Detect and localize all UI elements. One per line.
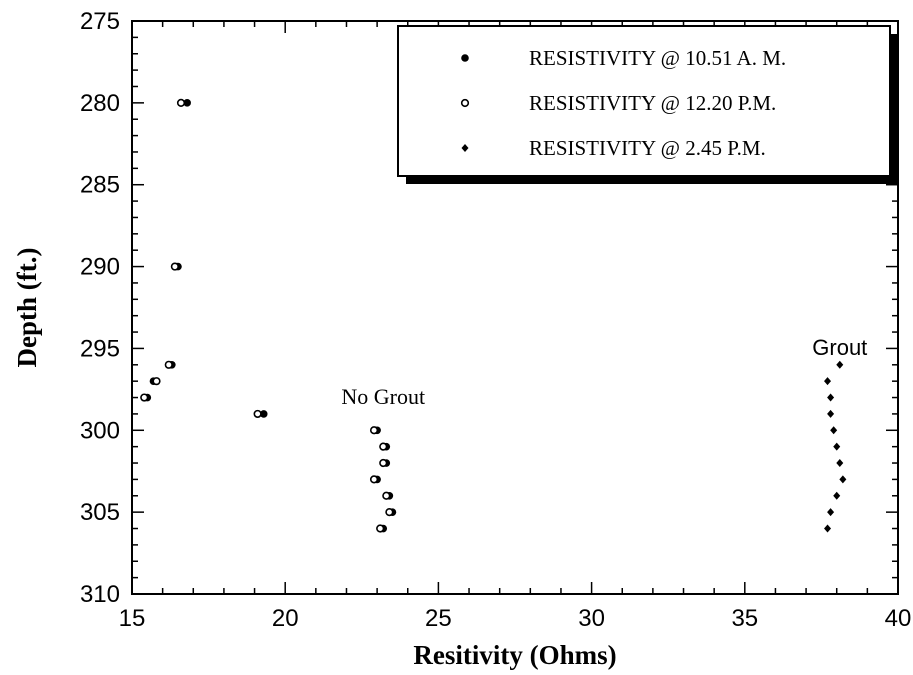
data-point-series-2 [152, 377, 161, 386]
data-point-series-2 [382, 491, 391, 500]
data-point-series-2 [369, 475, 379, 484]
annotation-label: Grout [812, 335, 867, 360]
data-point-series-3 [833, 491, 841, 500]
x-tick-labels: 15 20 25 30 35 40 [119, 605, 912, 632]
legend-items: RESISTIVITY @ 10.51 A. M. RESISTIVITY @ 1… [460, 46, 786, 160]
legend-marker [461, 144, 469, 152]
annotations: No Grout Grout [341, 335, 867, 409]
data-point-series-1 [183, 99, 191, 107]
legend-label: RESISTIVITY @ 2.45 P.M. [529, 136, 766, 160]
data-point-series-2 [379, 458, 388, 468]
data-point-series-2 [369, 426, 379, 435]
x-tick-label: 20 [272, 605, 299, 632]
y-tick-label: 310 [80, 581, 120, 608]
y-tick-label: 295 [80, 335, 120, 362]
data-point-series-3 [839, 475, 847, 484]
data-point-series-2 [140, 393, 149, 402]
data-point-series-3 [836, 459, 844, 468]
y-tick-label: 290 [80, 254, 120, 281]
annotation-label: No Grout [341, 384, 425, 409]
plot-frame [131, 20, 899, 595]
x-axis-label: Resitivity (Ohms) [413, 640, 616, 670]
legend: RESISTIVITY @ 10.51 A. M. RESISTIVITY @ 1… [397, 25, 898, 184]
data-point-series-3 [824, 377, 832, 386]
legend-label: RESISTIVITY @ 10.51 A. M. [529, 46, 786, 70]
x-tick-label: 15 [119, 605, 146, 632]
data-point-series-3 [830, 426, 838, 435]
x-tick-label: 35 [731, 605, 758, 632]
legend-label: RESISTIVITY @ 12.20 P.M. [529, 91, 776, 115]
data-point-series-3 [827, 393, 835, 402]
legend-marker [461, 54, 469, 62]
data-point-series-2 [170, 262, 179, 271]
data-point-series-2 [164, 360, 173, 369]
y-axis-label: Depth (ft.) [12, 248, 42, 368]
y-tick-label: 300 [80, 417, 120, 444]
data-point-series-1 [259, 410, 268, 418]
data-point-series-3 [827, 508, 835, 517]
legend-box [397, 25, 891, 177]
y-tick-label: 280 [80, 90, 120, 117]
y-tick-label: 305 [80, 499, 120, 526]
data-point-series-2 [253, 409, 262, 419]
y-tick-labels: 275 280 285 290 295 300 305 310 [80, 8, 120, 608]
y-tick-label: 285 [80, 172, 120, 199]
data-point-series-3 [836, 360, 844, 369]
data-point-series-3 [833, 442, 841, 451]
x-tick-label: 40 [885, 605, 912, 632]
data-point-series-2 [376, 524, 385, 533]
y-tick-label: 275 [80, 8, 120, 35]
x-tick-label: 25 [425, 605, 452, 632]
data-point-series-3 [824, 524, 832, 533]
data-points [140, 98, 847, 533]
data-point-series-2 [379, 442, 388, 451]
legend-marker [460, 98, 470, 108]
data-point-series-2 [385, 508, 394, 517]
data-point-series-2 [176, 98, 186, 107]
data-point-series-3 [827, 409, 835, 418]
x-tick-label: 30 [578, 605, 605, 632]
